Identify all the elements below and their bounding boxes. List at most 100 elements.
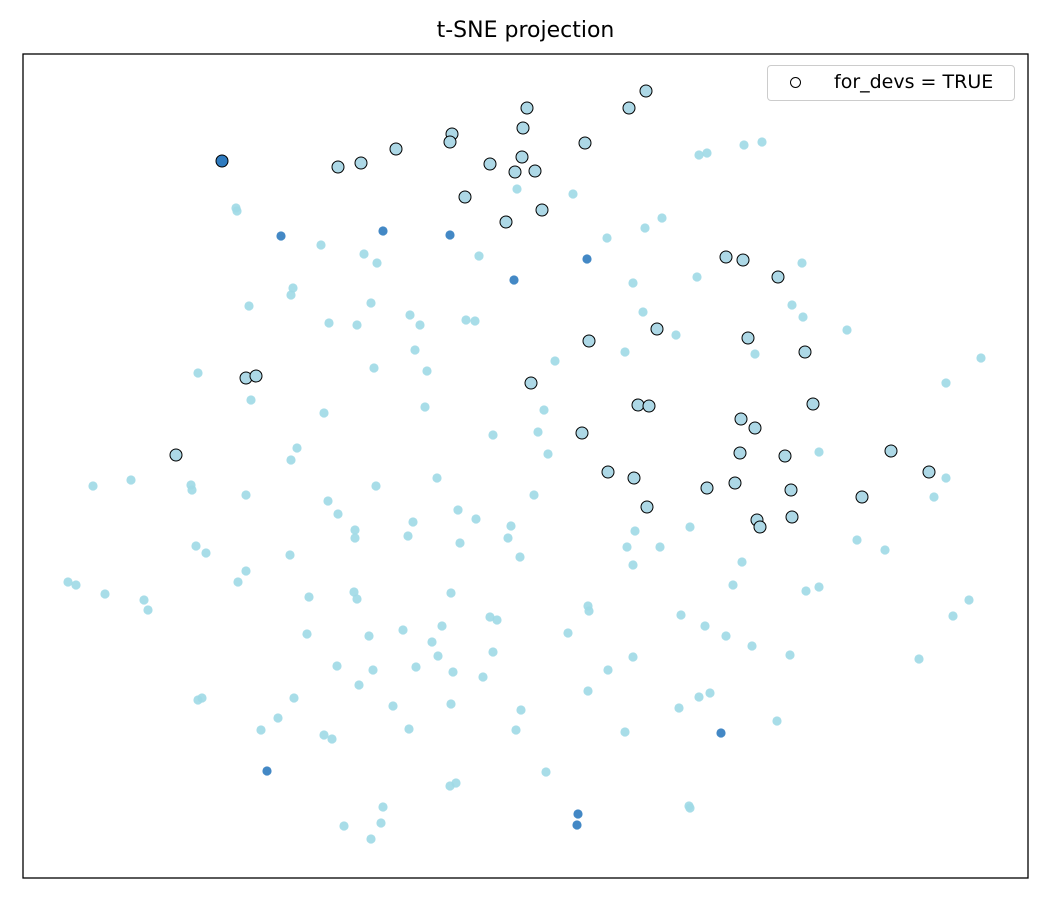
for-devs-point	[806, 397, 820, 411]
for-devs-point	[520, 101, 534, 115]
for-devs-point	[753, 520, 767, 534]
light-point	[757, 137, 767, 147]
light-point	[453, 505, 463, 515]
light-point	[446, 588, 456, 598]
for-devs-point	[719, 250, 733, 264]
light-point	[193, 368, 203, 378]
light-point	[702, 148, 712, 158]
light-point	[842, 325, 852, 335]
light-point	[408, 517, 418, 527]
points-layer	[63, 84, 986, 844]
light-point	[529, 490, 539, 500]
light-point	[705, 688, 715, 698]
light-point	[798, 312, 808, 322]
light-point	[246, 395, 256, 405]
light-point	[539, 405, 549, 415]
light-point	[929, 492, 939, 502]
light-point	[63, 577, 73, 587]
light-point	[801, 586, 811, 596]
light-point	[638, 307, 648, 317]
light-point	[948, 611, 958, 621]
light-point	[366, 298, 376, 308]
light-point	[201, 548, 211, 558]
light-point	[273, 713, 283, 723]
for-devs-point	[771, 270, 785, 284]
dark-point	[509, 275, 519, 285]
light-point	[488, 430, 498, 440]
light-point	[797, 258, 807, 268]
for-devs-point	[524, 376, 538, 390]
chart-title: t-SNE projection	[436, 18, 615, 43]
dark-point	[572, 820, 582, 830]
light-point	[368, 665, 378, 675]
light-point	[197, 693, 207, 703]
for-devs-point	[515, 150, 529, 164]
light-point	[364, 631, 374, 641]
for-devs-point	[601, 465, 615, 479]
light-point	[628, 560, 638, 570]
light-point	[256, 725, 266, 735]
for-devs-point	[631, 398, 645, 412]
light-point	[583, 686, 593, 696]
light-point	[448, 667, 458, 677]
light-point	[488, 647, 498, 657]
light-point	[563, 628, 573, 638]
light-point	[657, 213, 667, 223]
light-point	[694, 692, 704, 702]
light-point	[620, 347, 630, 357]
light-point	[674, 703, 684, 713]
legend-marker-icon	[790, 77, 801, 88]
light-point	[739, 140, 749, 150]
for-devs-point	[855, 490, 869, 504]
light-point	[685, 522, 695, 532]
light-point	[324, 318, 334, 328]
light-point	[655, 542, 665, 552]
dark-point	[276, 231, 286, 241]
light-point	[676, 610, 686, 620]
for-devs-point	[784, 483, 798, 497]
for-devs-point	[736, 253, 750, 267]
light-point	[787, 300, 797, 310]
light-point	[410, 345, 420, 355]
light-point	[737, 557, 747, 567]
light-point	[512, 184, 522, 194]
light-point	[511, 725, 521, 735]
light-point	[232, 206, 242, 216]
light-point	[350, 533, 360, 543]
light-point	[964, 595, 974, 605]
dark-point	[445, 230, 455, 240]
light-point	[602, 233, 612, 243]
for-devs-point	[733, 446, 747, 460]
for-devs-point	[169, 448, 183, 462]
dark-point	[262, 766, 272, 776]
light-point	[620, 727, 630, 737]
light-point	[941, 473, 951, 483]
for-devs-point	[741, 331, 755, 345]
light-point	[71, 580, 81, 590]
light-point	[433, 651, 443, 661]
light-point	[503, 533, 513, 543]
for-devs-point	[458, 190, 472, 204]
light-point	[584, 606, 594, 616]
light-point	[139, 595, 149, 605]
light-point	[474, 251, 484, 261]
dark-point	[716, 728, 726, 738]
light-point	[541, 767, 551, 777]
light-point	[852, 535, 862, 545]
light-point	[289, 693, 299, 703]
light-point	[323, 496, 333, 506]
light-point	[327, 734, 337, 744]
for-devs-point	[884, 444, 898, 458]
light-point	[398, 625, 408, 635]
light-point	[372, 258, 382, 268]
light-point	[568, 189, 578, 199]
light-point	[603, 665, 613, 675]
for-devs-point	[728, 476, 742, 490]
light-point	[333, 509, 343, 519]
for-devs-point	[249, 369, 263, 383]
for-devs-point	[354, 156, 368, 170]
for-devs-point	[516, 121, 530, 135]
light-point	[671, 330, 681, 340]
light-point	[371, 481, 381, 491]
